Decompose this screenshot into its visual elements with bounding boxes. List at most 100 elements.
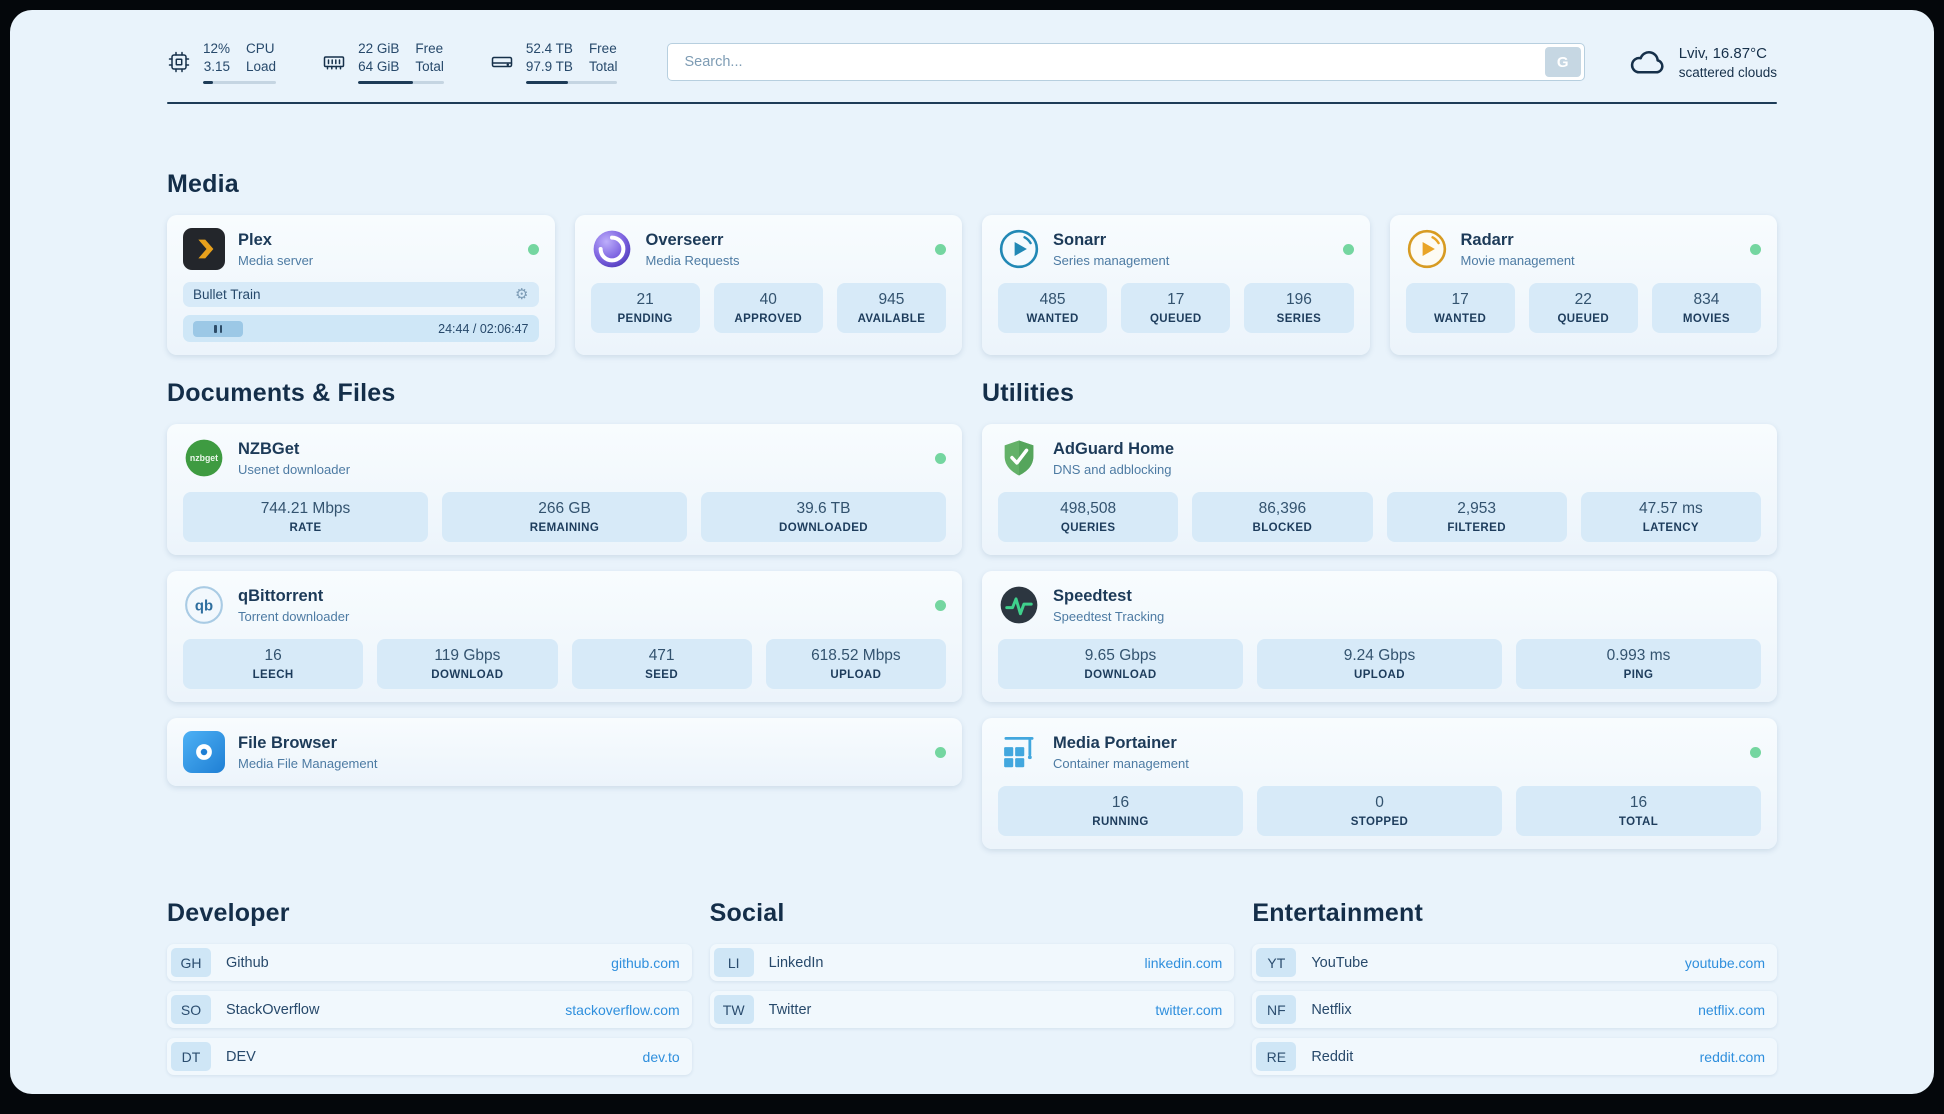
cpu-progress-bar [203, 81, 277, 85]
disk-total-label: Total [588, 59, 618, 75]
dashboard-page: 12% 3.15 CPU Load [10, 10, 1934, 1094]
disk-progress-fill [525, 81, 569, 85]
search-input[interactable] [667, 43, 1585, 82]
social-section-title: Social [709, 899, 785, 928]
bookmark-url[interactable]: youtube.com [1684, 954, 1765, 971]
app-card-nzbget[interactable]: nzbget NZBGet Usenet downloader 744.21 M… [167, 424, 962, 556]
bookmark-name: StackOverflow [226, 1001, 320, 1018]
search-provider-button[interactable]: G [1544, 47, 1581, 78]
bookmark-reddit[interactable]: RE Reddit reddit.com [1252, 1038, 1777, 1076]
bookmark-netflix[interactable]: NF Netflix netflix.com [1252, 991, 1777, 1029]
section-documents: Documents & Files nzbget NZBGet Usenet d… [167, 379, 962, 865]
bookmark-github[interactable]: GH Github github.com [167, 944, 692, 982]
bookmark-abbr: SO [171, 995, 211, 1025]
bookmark-stackoverflow[interactable]: SO StackOverflow stackoverflow.com [167, 991, 692, 1029]
gear-icon[interactable]: ⚙ [515, 286, 529, 304]
stat-available: 945 AVAILABLE [836, 283, 947, 334]
stat-total: 16 TOTAL [1516, 786, 1761, 837]
bookmarks-developer: Developer GH Github github.com SO StackO… [167, 899, 692, 1085]
stat-leech: 16 LEECH [183, 639, 364, 690]
bookmark-name: DEV [226, 1048, 256, 1065]
playback-time: 24:44 / 02:06:47 [438, 321, 529, 336]
status-online-dot [1750, 746, 1761, 758]
app-card-plex[interactable]: Plex Media server Bullet Train ⚙ 24:44 [167, 215, 555, 356]
app-desc-qbittorrent: Torrent downloader [238, 608, 350, 624]
now-playing-title: Bullet Train [193, 287, 261, 303]
media-section-title: Media [167, 170, 239, 199]
bookmark-url[interactable]: reddit.com [1699, 1048, 1765, 1065]
qbittorrent-icon: qb [183, 584, 225, 626]
stat-filtered: 2,953 FILTERED [1386, 492, 1567, 543]
bookmark-linkedin[interactable]: LI LinkedIn linkedin.com [709, 944, 1235, 982]
app-card-qbittorrent[interactable]: qb qBittorrent Torrent downloader 16 LEEC… [167, 571, 962, 703]
sonarr-icon [998, 228, 1040, 270]
stat-ping: 0.993 ms PING [1516, 639, 1761, 690]
section-utilities: Utilities AdGuard Home DNS and adblockin… [982, 379, 1777, 865]
stat-blocked: 86,396 BLOCKED [1192, 492, 1373, 543]
stat-seed: 471 SEED [571, 639, 752, 690]
ram-free-value: 22 GiB [358, 41, 400, 56]
app-desc-sonarr: Series management [1053, 252, 1170, 268]
bookmark-url[interactable]: github.com [611, 954, 680, 971]
app-card-filebrowser[interactable]: File Browser Media File Management [167, 718, 962, 787]
status-online-dot [935, 243, 946, 255]
app-desc-adguard: DNS and adblocking [1053, 461, 1172, 477]
bookmark-url[interactable]: dev.to [642, 1048, 680, 1065]
bookmark-name: LinkedIn [768, 954, 824, 971]
utilities-section-title: Utilities [982, 379, 1075, 408]
stat-downloaded: 39.6 TB DOWNLOADED [701, 492, 946, 543]
bookmark-twitter[interactable]: TW Twitter twitter.com [709, 991, 1235, 1029]
bookmark-youtube[interactable]: YT YouTube youtube.com [1252, 944, 1777, 982]
bookmark-abbr: GH [171, 948, 211, 978]
section-media: Media Plex Media server Bullet Train [167, 170, 1777, 356]
bookmark-abbr: TW [713, 995, 754, 1025]
app-name-plex: Plex [238, 230, 272, 249]
stat-remaining: 266 GB REMAINING [442, 492, 687, 543]
bookmark-dev[interactable]: DT DEV dev.to [167, 1038, 692, 1076]
stat-queued: 22 QUEUED [1528, 283, 1638, 334]
stat-pending: 21 PENDING [590, 283, 700, 334]
app-card-sonarr[interactable]: Sonarr Series management 485 WANTED 17 QUE… [982, 215, 1370, 356]
disk-free-value: 52.4 TB [525, 41, 573, 56]
disk-monitor: 52.4 TB 97.9 TB Free Total [490, 40, 618, 85]
portainer-icon [998, 731, 1040, 773]
stat-wanted: 485 WANTED [998, 283, 1108, 334]
bookmark-url[interactable]: stackoverflow.com [565, 1001, 680, 1018]
status-online-dot [935, 452, 946, 464]
app-card-portainer[interactable]: Media Portainer Container management 16 R… [982, 718, 1777, 850]
app-name-filebrowser: File Browser [238, 733, 338, 752]
filebrowser-icon [183, 731, 225, 774]
bookmark-abbr: DT [171, 1042, 211, 1072]
app-name-radarr: Radarr [1460, 230, 1514, 249]
disk-total-value: 97.9 TB [525, 59, 573, 75]
bookmark-name: Twitter [768, 1001, 812, 1018]
speedtest-icon [998, 584, 1040, 626]
bookmark-name: Netflix [1311, 1001, 1352, 1018]
stat-download: 119 Gbps DOWNLOAD [377, 639, 558, 690]
ram-monitor: 22 GiB 64 GiB Free Total [322, 40, 444, 85]
ram-progress-fill [358, 81, 413, 85]
documents-section-title: Documents & Files [167, 379, 396, 408]
app-card-radarr[interactable]: Radarr Movie management 17 WANTED 22 QUEUE… [1389, 215, 1777, 356]
weather-widget[interactable]: Lviv, 16.87°C scattered clouds [1629, 43, 1777, 81]
status-online-dot [1342, 243, 1354, 255]
bookmark-abbr: LI [713, 948, 754, 978]
cpu-usage-value: 12% [203, 41, 231, 56]
bookmark-url[interactable]: twitter.com [1155, 1001, 1223, 1018]
cloud-icon [1629, 43, 1667, 81]
bookmark-url[interactable]: linkedin.com [1144, 954, 1223, 971]
stat-upload: 9.24 Gbps UPLOAD [1257, 639, 1502, 690]
developer-section-title: Developer [167, 899, 290, 928]
cpu-label: CPU [246, 41, 275, 56]
app-name-overseerr: Overseerr [645, 230, 724, 249]
weather-location: Lviv, 16.87°C [1678, 44, 1767, 62]
app-card-overseerr[interactable]: Overseerr Media Requests 21 PENDING 40 APP… [574, 215, 962, 356]
app-card-speedtest[interactable]: Speedtest Speedtest Tracking 9.65 Gbps DO… [982, 571, 1777, 703]
pause-icon [214, 324, 217, 333]
app-name-adguard: AdGuard Home [1053, 439, 1175, 458]
app-card-adguard[interactable]: AdGuard Home DNS and adblocking 498,508 Q… [982, 424, 1777, 556]
cpu-monitor: 12% 3.15 CPU Load [167, 40, 277, 85]
bookmark-url[interactable]: netflix.com [1698, 1001, 1765, 1018]
plex-now-playing: Bullet Train ⚙ 24:44 / 02:06:47 [183, 282, 539, 343]
playback-progress-bar[interactable]: 24:44 / 02:06:47 [183, 315, 539, 343]
